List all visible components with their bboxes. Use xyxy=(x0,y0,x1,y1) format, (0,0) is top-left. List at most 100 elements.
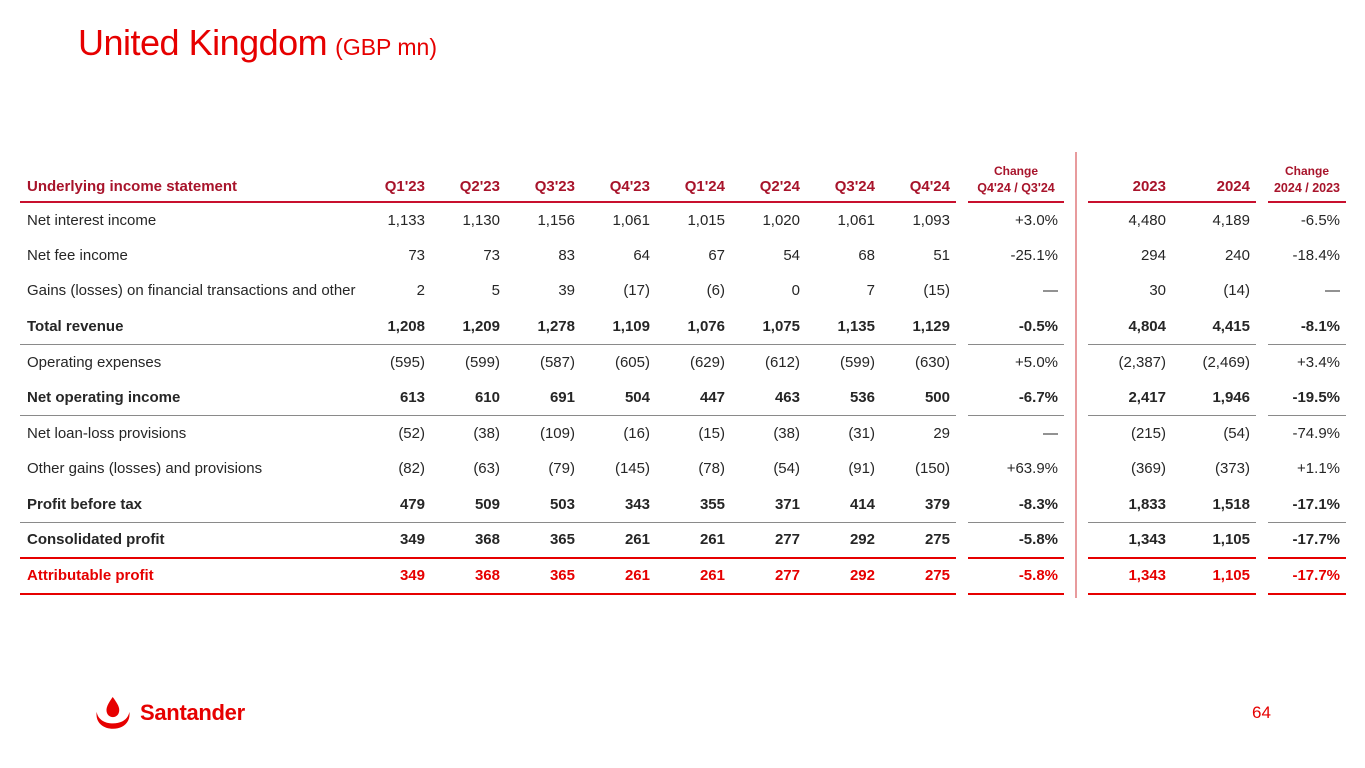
column-header-quarter: Q2'24 xyxy=(731,156,806,203)
income-table: Underlying income statement Q1'23 Q2'23 Q3'… xyxy=(20,156,1346,595)
value-cell: (215) xyxy=(1130,425,1166,443)
change-quarter-cell: — xyxy=(1043,425,1058,443)
spacer xyxy=(1256,522,1268,558)
value-cell: 4,804 xyxy=(1088,308,1172,345)
value-cell: 39 xyxy=(558,282,575,300)
value-cell: (15) xyxy=(698,425,725,443)
spacer xyxy=(956,238,968,274)
value-cell: 4,189 xyxy=(1212,211,1250,229)
table-row: Profit before tax 479 509 503 343 355 371 414 37… xyxy=(20,486,1346,523)
value-cell: (630) xyxy=(914,353,950,371)
value-cell: 68 xyxy=(858,246,875,264)
value-cell: 479 xyxy=(356,486,431,523)
value-cell: 261 xyxy=(581,557,656,595)
value-cell: 2,417 xyxy=(1088,379,1172,417)
value-cell: (78) xyxy=(698,460,725,478)
value-cell: (79) xyxy=(548,460,575,478)
value-cell: (91) xyxy=(848,460,875,478)
value-cell: (2,387) xyxy=(1118,353,1166,371)
value-cell: 261 xyxy=(656,522,731,559)
income-statement-table-wrap: Underlying income statement Q1'23 Q2'23 Q3'… xyxy=(20,152,1346,598)
change-quarter-cell: +5.0% xyxy=(1015,353,1058,371)
spacer xyxy=(1256,558,1268,594)
spacer xyxy=(1256,309,1268,345)
value-cell: 1,093 xyxy=(912,211,950,229)
value-cell: (599) xyxy=(839,353,875,371)
value-cell: 368 xyxy=(431,522,506,559)
change-year-cell: — xyxy=(1325,282,1340,300)
value-cell: 1,135 xyxy=(806,308,881,345)
row-label: Net interest income xyxy=(27,211,157,229)
column-header-change-quarter: Change Q4'24 / Q3'24 xyxy=(968,156,1064,203)
row-label: Other gains (losses) and provisions xyxy=(27,460,263,478)
value-cell: 5 xyxy=(491,282,500,300)
value-cell: 349 xyxy=(356,522,431,559)
change-year-cell: -19.5% xyxy=(1268,379,1346,417)
value-cell: 277 xyxy=(731,557,806,595)
value-cell: 1,109 xyxy=(581,308,656,345)
value-cell: (6) xyxy=(706,282,725,300)
value-cell: 1,076 xyxy=(656,308,731,345)
column-header-change-year: Change 2024 / 2023 xyxy=(1268,156,1346,203)
spacer xyxy=(956,558,968,594)
row-label: Net loan-loss provisions xyxy=(27,425,187,443)
value-cell: 240 xyxy=(1224,246,1250,264)
value-cell: (63) xyxy=(473,460,500,478)
page-number: 64 xyxy=(1252,703,1271,722)
value-cell: (31) xyxy=(848,425,875,443)
column-header-change-quarter-line1: Change xyxy=(993,164,1038,178)
santander-flame-icon xyxy=(96,696,130,729)
change-quarter-cell: -8.3% xyxy=(968,486,1064,523)
value-cell: 83 xyxy=(558,246,575,264)
column-header-quarter: Q4'23 xyxy=(581,156,656,203)
value-cell: 64 xyxy=(633,246,650,264)
value-cell: (605) xyxy=(614,353,650,371)
row-label: Consolidated profit xyxy=(20,522,356,559)
row-label: Net fee income xyxy=(27,246,128,264)
value-cell: 4,415 xyxy=(1172,308,1256,345)
value-cell: (15) xyxy=(923,282,950,300)
value-cell: 1,278 xyxy=(506,308,581,345)
table-row: Net operating income 613 610 691 504 447 463 53… xyxy=(20,379,1346,417)
value-cell: 365 xyxy=(506,557,581,595)
value-cell: 1,130 xyxy=(462,211,500,229)
spacer xyxy=(1256,416,1268,452)
page-title-main: United Kingdom xyxy=(78,22,328,63)
spacer xyxy=(1256,156,1268,202)
change-quarter-cell: -5.8% xyxy=(968,557,1064,595)
column-header-quarter: Q1'24 xyxy=(656,156,731,203)
value-cell: (145) xyxy=(614,460,650,478)
row-label: Total revenue xyxy=(20,308,356,345)
vertical-divider xyxy=(1075,152,1077,598)
value-cell: (629) xyxy=(689,353,725,371)
value-cell: 503 xyxy=(506,486,581,523)
change-year-cell: -17.7% xyxy=(1268,522,1346,559)
value-cell: 368 xyxy=(431,557,506,595)
table-row: Net loan-loss provisions (52) (38) (109) (16… xyxy=(20,416,1346,452)
column-header-year: 2024 xyxy=(1172,156,1256,203)
value-cell: 355 xyxy=(656,486,731,523)
value-cell: 1,518 xyxy=(1172,486,1256,523)
spacer xyxy=(1256,238,1268,274)
value-cell: (38) xyxy=(773,425,800,443)
value-cell: (109) xyxy=(539,425,575,443)
value-cell: 1,020 xyxy=(762,211,800,229)
value-cell: 51 xyxy=(933,246,950,264)
page-title-suffix: (GBP mn) xyxy=(335,34,437,60)
table-row: Operating expenses (595) (599) (587) (605) (6… xyxy=(20,344,1346,380)
value-cell: 277 xyxy=(731,522,806,559)
value-cell: 292 xyxy=(806,557,881,595)
change-quarter-cell: -6.7% xyxy=(968,379,1064,417)
value-cell: 261 xyxy=(581,522,656,559)
value-cell: 73 xyxy=(408,246,425,264)
change-year-cell: -17.1% xyxy=(1268,486,1346,523)
value-cell: 1,833 xyxy=(1088,486,1172,523)
value-cell: (587) xyxy=(539,353,575,371)
value-cell: 343 xyxy=(581,486,656,523)
value-cell: 1,208 xyxy=(356,308,431,345)
value-cell: 1,129 xyxy=(881,308,956,345)
table-row: Net interest income 1,133 1,130 1,156 1,061 1… xyxy=(20,202,1346,238)
spacer xyxy=(956,380,968,416)
spacer xyxy=(1256,487,1268,523)
